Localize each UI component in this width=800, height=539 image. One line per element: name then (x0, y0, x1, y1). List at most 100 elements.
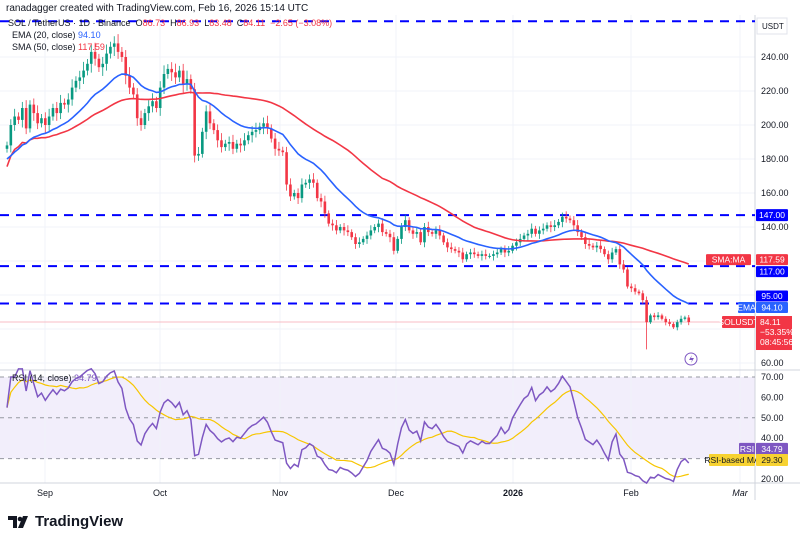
sma-legend[interactable]: SMA (50, close) 117.59 (12, 42, 105, 52)
candle-body (262, 123, 265, 127)
candle-body (155, 101, 158, 108)
candle-body (201, 131, 204, 154)
candle-body (162, 74, 166, 88)
candle-body (170, 68, 173, 73)
candle-body (652, 315, 656, 318)
open-value: 86.73 (142, 18, 166, 28)
candle-body (82, 70, 85, 78)
lightning-icon[interactable] (684, 352, 698, 366)
candle-body (21, 108, 24, 120)
rsi-tick-label: 20.00 (761, 474, 784, 484)
candle-body (109, 46, 112, 54)
candle-body (400, 227, 403, 239)
level-95-label: 95.00 (761, 291, 783, 301)
candle-body (442, 235, 445, 243)
last-price-label: 84.11 (760, 317, 781, 327)
candle-body (423, 227, 426, 243)
candle-body (576, 225, 579, 233)
candle-body (354, 237, 357, 244)
candle-body (446, 242, 449, 248)
candle-body (246, 135, 250, 141)
rsi-tag: RSI (740, 444, 754, 454)
symbol-header: SOL / TetherUS · 1D · Binance O86.73 H86… (8, 18, 332, 28)
candle-body (78, 77, 82, 81)
candle-body (522, 235, 526, 239)
candle-body (484, 254, 488, 256)
candle-body (44, 118, 47, 125)
currency-button[interactable] (756, 17, 788, 35)
last-change-label: −53.35% (760, 327, 794, 337)
candle-body (469, 252, 472, 255)
level-147-label: 147.00 (759, 210, 785, 220)
candle-body (70, 87, 74, 100)
candle-body (174, 72, 177, 78)
price-tick-label: 180.00 (761, 154, 789, 164)
low-label: L (204, 18, 210, 28)
symbol-tag-bg (722, 316, 755, 329)
time-tick-label: Dec (388, 488, 405, 498)
candle-body (128, 75, 131, 88)
candle-body (660, 315, 664, 319)
candle-body (641, 293, 645, 301)
last-price-box (756, 316, 792, 351)
candle-body (204, 111, 208, 132)
ema-legend[interactable]: EMA (20, close) 94.10 (12, 30, 101, 40)
candle-body (112, 43, 116, 47)
rsi-ma-price-label: 29.30 (761, 455, 783, 465)
candle-body (327, 213, 331, 224)
candle-body (503, 249, 507, 253)
candle-body (622, 264, 625, 270)
candle-body (147, 106, 151, 114)
candle-body (656, 315, 660, 318)
time-tick-label: Nov (272, 488, 289, 498)
candle-body (595, 245, 599, 248)
candle-body (231, 142, 235, 149)
candle-body (24, 108, 28, 129)
tradingview-logo[interactable]: TradingView (8, 513, 123, 530)
rsi-line (6, 367, 690, 485)
candle-body (93, 51, 97, 59)
candle-body (181, 70, 185, 85)
candle-body (74, 80, 78, 88)
ema-legend-value: 94.10 (78, 30, 101, 40)
candle-body (135, 94, 139, 119)
candle-body (212, 123, 216, 131)
candle-body (9, 125, 13, 146)
candle-body (679, 318, 683, 323)
candle-body (557, 221, 560, 226)
symbol-name[interactable]: SOL / TetherUS · 1D · Binance (8, 18, 131, 28)
rsi-legend[interactable]: RSI (14, close) 34.79 (12, 373, 97, 383)
candle-body (208, 111, 212, 124)
rsi-ma-tag-bg (709, 454, 755, 467)
candle-body (530, 228, 534, 234)
price-tick-label: 200.00 (761, 120, 789, 130)
candle-body (105, 53, 108, 64)
candle-body (166, 68, 170, 74)
candle-body (292, 193, 296, 197)
candle-body (335, 225, 338, 231)
candle-body (381, 223, 384, 233)
candle-body (361, 238, 365, 243)
candle-body (476, 254, 480, 256)
rsi-ma-tag: RSI-based MA (704, 455, 760, 465)
rsi-legend-label: RSI (14, close) (12, 373, 72, 383)
candle-body (472, 252, 476, 255)
candle-body (32, 104, 36, 114)
candle-body (350, 232, 353, 238)
candle-body (599, 245, 602, 250)
candle-body (300, 184, 304, 199)
candle-body (47, 116, 51, 125)
close-value: 84.11 (243, 18, 266, 28)
candle-body (285, 152, 288, 185)
candle-body (216, 130, 219, 141)
candle-body (683, 317, 687, 319)
ema-tag-bg (738, 302, 755, 314)
candle-body (668, 322, 671, 324)
candle-body (51, 108, 55, 117)
candle-body (664, 318, 668, 323)
candle-body (515, 242, 518, 246)
rsi-tick-label: 50.00 (761, 413, 784, 423)
candle-body (591, 245, 595, 248)
candle-body (626, 269, 629, 287)
